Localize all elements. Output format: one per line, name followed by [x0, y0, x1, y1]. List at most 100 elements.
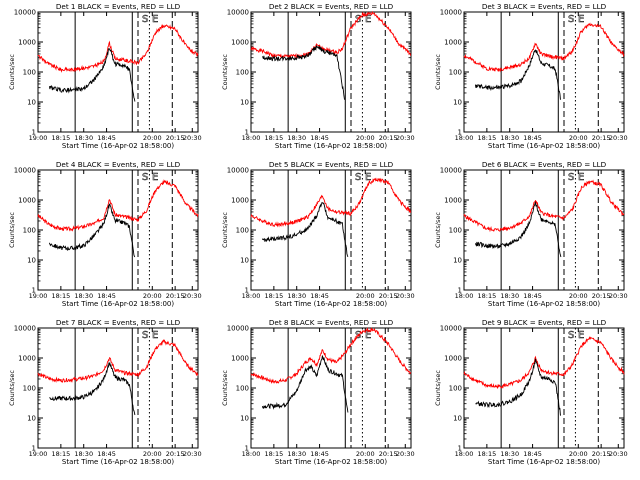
y-tick-label: 10: [240, 99, 249, 107]
series-events-line: [48, 203, 136, 258]
series-events-line: [474, 200, 562, 258]
y-tick-label: 100: [236, 69, 249, 77]
y-tick-label: 10: [240, 257, 249, 265]
x-tick-label: 20:15: [379, 292, 398, 300]
y-axis-label: Counts/sec: [8, 212, 16, 248]
x-axis-label: Start Time (16-Apr-02 18:58:00): [488, 142, 600, 150]
x-tick-label: 18:00: [242, 450, 261, 458]
panel-4: Det 4 BLACK = Events, RED = LLD 1 10 100 100…: [8, 160, 202, 308]
series-lld-line: [37, 339, 199, 383]
x-tick-label: 18:15: [477, 292, 496, 300]
x-tick-label: 18:15: [264, 134, 283, 142]
x-tick-label: 20:00: [143, 134, 162, 142]
y-tick-label: 1000: [231, 39, 249, 47]
x-axis-label: Start Time (16-Apr-02 18:58:00): [275, 458, 387, 466]
x-tick-label: 20:15: [166, 134, 185, 142]
plot-frame: [37, 11, 199, 133]
x-tick-label: 20:00: [356, 292, 375, 300]
series-lld-line: [250, 327, 412, 385]
y-tick-label: 1000: [444, 355, 462, 363]
y-tick-label: 10: [240, 415, 249, 423]
x-tick-label: 18:45: [523, 450, 542, 458]
y-tick-label: 1: [32, 287, 36, 295]
marker-letter-s: S: [142, 172, 148, 183]
series-lld-line: [463, 179, 625, 233]
series-lld-line: [463, 22, 625, 73]
y-tick-label: 10000: [14, 167, 36, 175]
y-axis-label: Counts/sec: [434, 54, 442, 90]
x-tick-label: 19:00: [29, 292, 48, 300]
y-tick-label: 1000: [18, 197, 36, 205]
y-tick-label: 10000: [227, 9, 249, 17]
y-tick-label: 1: [245, 445, 249, 453]
plot-frame: [463, 169, 625, 291]
x-axis-label: Start Time (16-Apr-02 18:58:00): [488, 458, 600, 466]
x-tick-label: 18:15: [51, 134, 70, 142]
x-tick-label: 20:15: [379, 450, 398, 458]
x-tick-label: 18:00: [242, 292, 261, 300]
x-tick-label: 18:30: [287, 450, 306, 458]
x-tick-label: 20:00: [143, 450, 162, 458]
x-tick-label: 19:00: [29, 450, 48, 458]
y-axis-label: Counts/sec: [221, 54, 229, 90]
y-axis-label: Counts/sec: [434, 212, 442, 248]
x-axis-label: Start Time (16-Apr-02 18:58:00): [62, 142, 174, 150]
x-tick-label: 20:15: [592, 134, 611, 142]
panel-1: Det 1 BLACK = Events, RED = LLD 1 10 100 100…: [8, 2, 202, 150]
plot-frame: [250, 327, 412, 449]
y-tick-label: 1: [245, 129, 249, 137]
x-tick-label: 18:15: [51, 292, 70, 300]
panel-title: Det 6 BLACK = Events, RED = LLD: [482, 160, 607, 169]
marker-letter-s: S: [568, 330, 574, 341]
x-tick-label: 20:00: [569, 450, 588, 458]
y-tick-label: 1: [458, 445, 462, 453]
marker-letter-e: E: [152, 330, 158, 341]
x-axis-label: Start Time (16-Apr-02 18:58:00): [275, 300, 387, 308]
plot-frame: [250, 11, 412, 133]
x-tick-label: 18:45: [523, 292, 542, 300]
x-axis-label: Start Time (16-Apr-02 18:58:00): [62, 458, 174, 466]
x-tick-label: 18:30: [74, 292, 93, 300]
y-tick-label: 1: [458, 287, 462, 295]
x-tick-label: 18:30: [287, 292, 306, 300]
panel-title: Det 5 BLACK = Events, RED = LLD: [269, 160, 394, 169]
marker-letter-s: S: [355, 14, 361, 25]
series-events-line: [474, 49, 562, 100]
y-axis-label: Counts/sec: [8, 54, 16, 90]
y-tick-label: 100: [449, 69, 462, 77]
x-tick-label: 20:15: [166, 450, 185, 458]
marker-letter-e: E: [365, 330, 371, 341]
x-tick-label: 18:30: [74, 134, 93, 142]
series-events-line: [475, 358, 561, 416]
y-tick-label: 10000: [440, 325, 462, 333]
y-tick-label: 10000: [440, 167, 462, 175]
y-tick-label: 1000: [18, 39, 36, 47]
series-lld-line: [463, 336, 625, 389]
x-tick-label: 20:15: [592, 292, 611, 300]
marker-letter-s: S: [142, 14, 148, 25]
x-tick-label: 20:00: [569, 292, 588, 300]
y-tick-label: 10: [453, 257, 462, 265]
y-tick-label: 10000: [440, 9, 462, 17]
marker-letter-s: S: [568, 14, 574, 25]
x-axis-label: Start Time (16-Apr-02 18:58:00): [62, 300, 174, 308]
x-tick-label: 20:30: [609, 292, 628, 300]
x-tick-label: 18:15: [264, 450, 283, 458]
x-tick-label: 18:45: [310, 134, 329, 142]
y-axis-label: Counts/sec: [434, 370, 442, 406]
y-axis-label: Counts/sec: [221, 212, 229, 248]
x-axis-label: Start Time (16-Apr-02 18:58:00): [275, 142, 387, 150]
x-tick-label: 18:30: [500, 292, 519, 300]
x-tick-label: 20:30: [609, 450, 628, 458]
plot-frame: [463, 11, 625, 133]
y-tick-label: 100: [449, 227, 462, 235]
plot-frame: [463, 327, 625, 449]
marker-letter-e: E: [365, 172, 371, 183]
x-tick-label: 18:30: [287, 134, 306, 142]
x-tick-label: 20:00: [356, 450, 375, 458]
x-tick-label: 20:00: [356, 134, 375, 142]
y-tick-label: 1000: [231, 197, 249, 205]
x-tick-label: 20:30: [609, 134, 628, 142]
x-tick-label: 18:30: [74, 450, 93, 458]
